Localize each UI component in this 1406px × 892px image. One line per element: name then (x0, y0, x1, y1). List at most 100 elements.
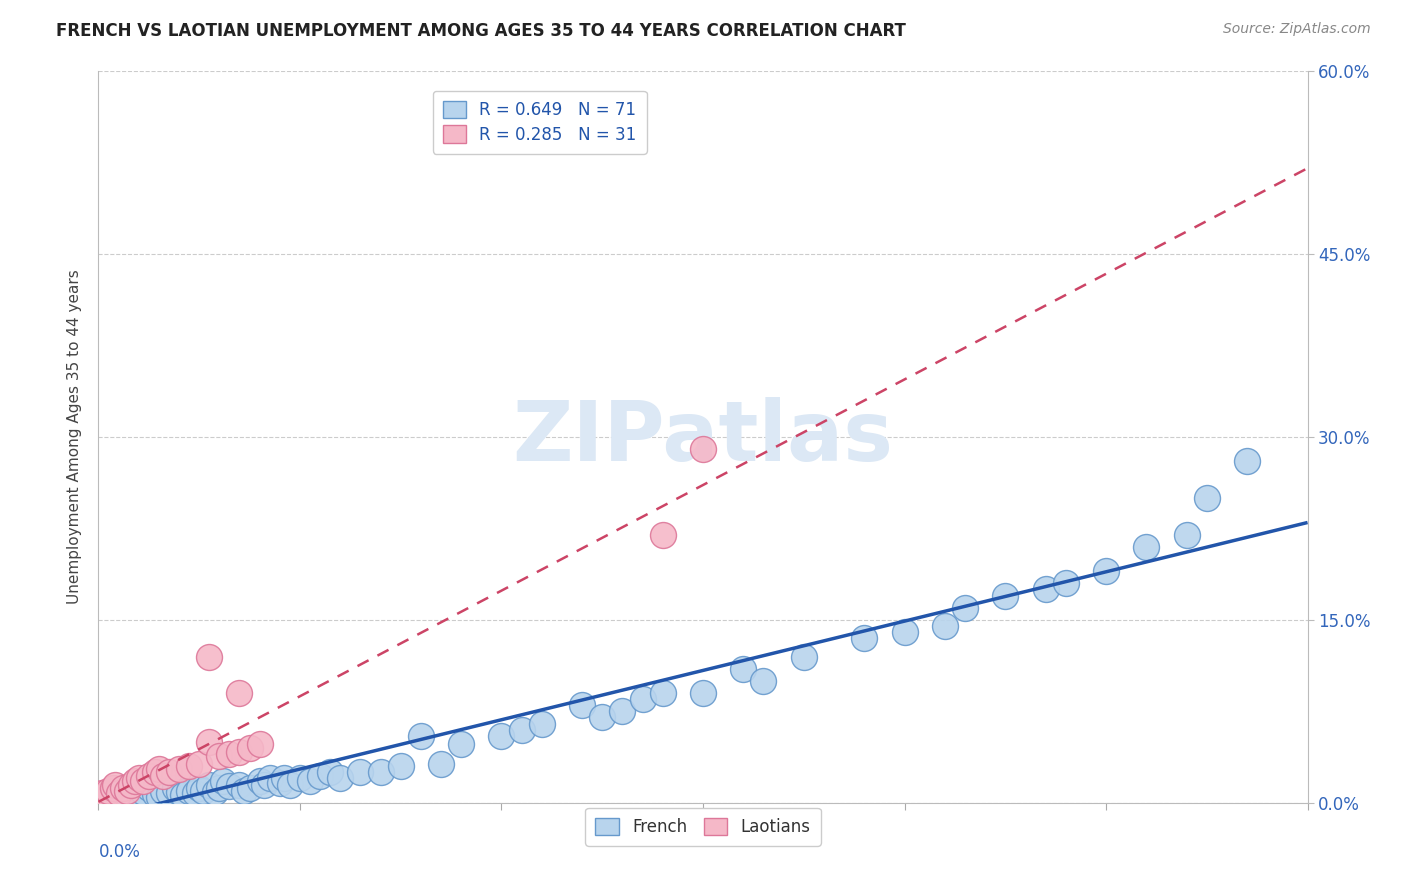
Point (273, 772, 295, 786)
Point (309, 769, 332, 783)
Point (319, 765, 342, 780)
Point (128, 789, 150, 803)
Point (208, 749, 231, 764)
Point (249, 773, 271, 788)
Point (120, 778, 142, 792)
Point (491, 729, 513, 743)
Point (389, 759, 412, 773)
Point (853, 632, 876, 646)
Point (612, 705, 634, 719)
Point (228, 745, 250, 759)
Point (87, 789, 110, 804)
Point (152, 769, 174, 783)
Point (163, 781, 186, 796)
Point (157, 786, 180, 800)
Point (172, 789, 194, 803)
Point (143, 787, 166, 801)
Point (571, 698, 593, 713)
Point (97, 783, 120, 797)
Point (91, 786, 114, 800)
Point (132, 773, 155, 788)
Point (107, 786, 129, 800)
Point (994, 589, 1017, 603)
Point (143, 765, 166, 780)
Point (1135, 540, 1157, 554)
Point (107, 783, 129, 797)
Point (239, 740, 262, 755)
Point (228, 686, 250, 700)
Point (239, 781, 262, 796)
Point (212, 773, 235, 788)
Point (288, 772, 311, 786)
Point (93, 789, 115, 804)
Point (118, 786, 141, 800)
Legend: R = 0.649   N = 71, R = 0.285   N = 31: R = 0.649 N = 71, R = 0.285 N = 31 (433, 91, 647, 153)
Point (179, 759, 201, 773)
Point (733, 662, 755, 676)
Point (105, 787, 128, 801)
Point (228, 778, 250, 792)
Point (692, 442, 714, 457)
Point (101, 792, 124, 806)
Point (1195, 491, 1218, 505)
Point (208, 781, 231, 796)
Point (184, 786, 207, 800)
Text: ZIPatlas: ZIPatlas (513, 397, 893, 477)
Point (193, 783, 215, 797)
Point (591, 710, 613, 724)
Point (198, 778, 221, 792)
Point (259, 772, 281, 786)
Point (232, 783, 254, 797)
Point (96, 789, 118, 803)
Point (510, 723, 533, 737)
Point (631, 692, 654, 706)
Point (218, 779, 240, 793)
Point (934, 619, 956, 633)
Point (157, 765, 180, 780)
Point (101, 781, 124, 796)
Point (409, 729, 432, 743)
Point (128, 772, 150, 786)
Point (253, 778, 276, 792)
Point (299, 773, 322, 788)
Point (893, 625, 915, 640)
Point (651, 686, 673, 700)
Point (793, 649, 815, 664)
Point (179, 783, 201, 797)
Point (188, 781, 211, 796)
Text: Source: ZipAtlas.com: Source: ZipAtlas.com (1223, 22, 1371, 37)
Point (124, 781, 146, 796)
Point (167, 762, 190, 776)
Point (218, 747, 240, 761)
Point (1175, 527, 1198, 541)
Point (115, 783, 138, 797)
Y-axis label: Unemployment Among Ages 35 to 44 years: Unemployment Among Ages 35 to 44 years (67, 269, 83, 605)
Point (249, 737, 271, 751)
Point (97, 786, 120, 800)
Point (188, 756, 211, 771)
Text: FRENCH VS LAOTIAN UNEMPLOYMENT AMONG AGES 35 TO 44 YEARS CORRELATION CHART: FRENCH VS LAOTIAN UNEMPLOYMENT AMONG AGE… (56, 22, 905, 40)
Text: 0.0%: 0.0% (98, 843, 141, 861)
Point (198, 735, 221, 749)
Point (152, 783, 174, 797)
Point (124, 773, 146, 788)
Point (132, 785, 155, 799)
Point (111, 781, 134, 796)
Point (450, 737, 472, 751)
Point (1054, 576, 1077, 591)
Point (752, 673, 775, 688)
Point (148, 789, 170, 804)
Point (651, 527, 673, 541)
Point (167, 785, 190, 799)
Point (329, 772, 352, 786)
Point (198, 649, 221, 664)
Point (278, 778, 301, 792)
Point (430, 756, 453, 771)
Point (349, 765, 371, 780)
Point (953, 600, 976, 615)
Point (692, 686, 714, 700)
Point (138, 769, 160, 783)
Point (204, 785, 226, 799)
Point (148, 762, 170, 776)
Point (1095, 564, 1118, 578)
